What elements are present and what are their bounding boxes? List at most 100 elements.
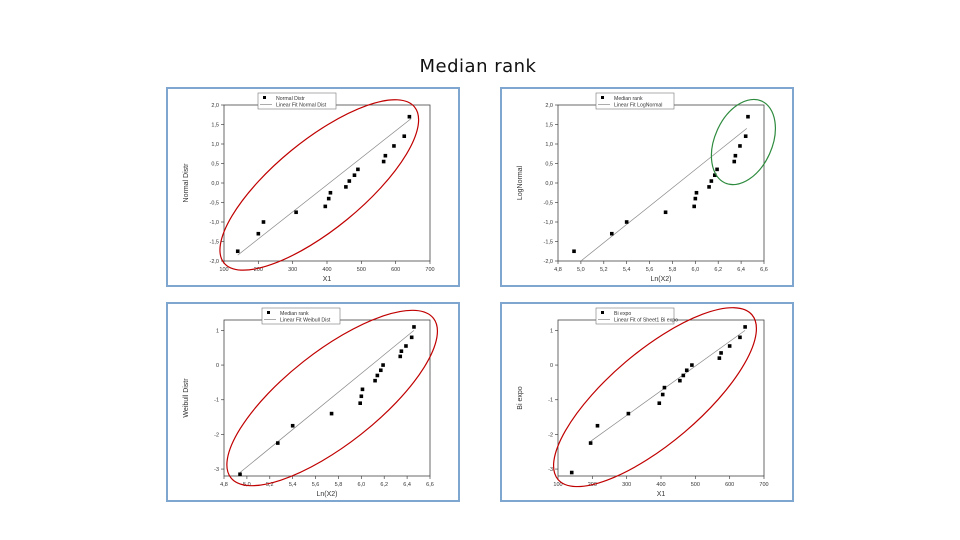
legend-box [261, 307, 341, 325]
data-point [657, 401, 662, 405]
plot-frame [223, 319, 431, 477]
linear-fit-line [580, 128, 748, 262]
x-tick-label: 5,4 [623, 267, 631, 273]
y-tick-label: 0,5 [211, 162, 219, 168]
y-tick-label: 1,0 [211, 142, 219, 148]
y-tick-label: 2,0 [545, 103, 553, 109]
y-axis-label: Normal Distr [183, 163, 190, 203]
y-tick-label: 1 [216, 328, 219, 334]
x-tick-label: 600 [391, 267, 400, 273]
data-point [256, 231, 261, 236]
data-point [347, 179, 352, 183]
data-point [719, 351, 723, 355]
data-point [572, 249, 576, 254]
x-tick-label: 100 [553, 482, 562, 488]
data-point [402, 134, 407, 138]
data-point [569, 470, 574, 475]
data-point [360, 387, 365, 392]
data-point [693, 196, 698, 201]
data-point [609, 231, 614, 236]
data-point [746, 114, 750, 119]
y-tick-label: 1,5 [211, 123, 219, 129]
y-tick-label: -0,5 [210, 201, 219, 207]
data-point [329, 411, 334, 416]
y-tick-label: -1,0 [210, 220, 219, 226]
x-axis-label: Ln(X2) [650, 276, 671, 283]
y-axis-label: Weibull Distr [183, 378, 190, 418]
highlight-ellipse [552, 307, 758, 488]
data-point [378, 368, 383, 373]
y-tick-label: -2,0 [210, 259, 219, 265]
x-tick-label: 6,4 [403, 482, 411, 488]
data-point [743, 325, 747, 329]
data-point [715, 167, 719, 172]
x-tick-label: 5,2 [600, 267, 608, 273]
data-point [712, 173, 717, 177]
x-axis-label: Ln(X2) [316, 491, 337, 498]
data-point [681, 373, 686, 378]
y-tick-label: -0,5 [544, 201, 553, 207]
x-tick-label: 5,8 [669, 267, 677, 273]
legend-entry: Normal Distr [276, 96, 305, 102]
legend-marker [601, 96, 604, 99]
chart-panel-biexpo: 100 200 300 400 500 600 700 1 0 -1 -2 -3 X1 Bi expo Bi… [500, 302, 794, 502]
legend-entry: Median rank [280, 311, 309, 317]
data-point [678, 378, 682, 383]
highlight-ellipse [226, 309, 439, 487]
y-tick-label: -1 [548, 398, 553, 404]
y-tick-label: -1,5 [544, 240, 553, 246]
x-tick-label: 4,8 [554, 267, 562, 273]
legend-marker [263, 96, 266, 99]
data-point [399, 349, 404, 353]
data-point [392, 144, 396, 148]
data-point [709, 179, 714, 183]
slide-title: Median rank [419, 56, 537, 77]
y-tick-label: 0 [550, 363, 553, 369]
y-tick-label: 0 [216, 363, 219, 369]
linear-fit-line [590, 330, 746, 442]
data-point [684, 368, 689, 373]
x-tick-label: 5,2 [266, 482, 274, 488]
data-point [690, 363, 694, 367]
x-tick-label: 5,8 [335, 482, 343, 488]
x-tick-label: 700 [759, 482, 768, 488]
legend-entry: Linear Fit Normal Dist [276, 103, 327, 109]
linear-fit-line [237, 118, 412, 256]
data-point [275, 441, 280, 445]
legend-entry: Median rank [614, 96, 643, 102]
y-axis-label: Bi expo [517, 386, 524, 409]
linear-fit-line [239, 330, 415, 473]
y-tick-label: 0,0 [211, 181, 219, 187]
highlight-ellipse [710, 98, 776, 186]
legend-entry: Bi expo [614, 311, 631, 317]
chart-svg: 100 200 300 400 500 600 700 2,0 1,5 1,0 0,5 0,0 -0,5… [183, 92, 435, 283]
data-point [738, 144, 742, 148]
chart-svg: 4,8 5,0 5,2 5,4 5,6 5,8 6,0 6,2 6,4 6,610-1-2-3Ln… [183, 307, 439, 498]
data-point [692, 204, 696, 209]
data-point [375, 373, 380, 378]
x-tick-label: 6,4 [737, 267, 745, 273]
data-point [290, 423, 295, 428]
x-axis-label: X1 [657, 491, 666, 498]
data-point [328, 190, 333, 195]
x-tick-label: 5,4 [289, 482, 297, 488]
chart-panel-weibull: 4,8 5,0 5,2 5,4 5,6 5,8 6,0 6,2 6,4 6,6 1 0 -1 -2 -3 Ln… [166, 302, 460, 502]
data-point [626, 411, 631, 416]
chart-panel-lognormal: 4,8 5,0 5,2 5,4 5,6 5,8 6,0 6,2 6,4 6,6 2,0 1,5 1,0 0… [500, 87, 794, 287]
y-tick-label: -2,0 [544, 259, 553, 265]
x-tick-label: 5,6 [312, 482, 320, 488]
x-tick-label: 400 [322, 267, 331, 273]
data-point [412, 325, 416, 329]
data-point [261, 220, 266, 224]
chart-panel-normal: 100 200 300 400 500 600 700 2,0 1,5 1,0 0,5 0,0 -0,5… [166, 87, 460, 287]
data-point [381, 159, 386, 164]
x-axis-label: X1 [323, 276, 332, 283]
y-tick-label: -1,5 [210, 240, 219, 246]
x-tick-label: 500 [691, 482, 700, 488]
highlight-ellipse [219, 99, 420, 271]
data-point [660, 392, 665, 397]
data-point [344, 185, 348, 189]
legend-marker [601, 311, 604, 314]
x-tick-label: 600 [725, 482, 734, 488]
y-tick-label: -2 [548, 432, 553, 438]
